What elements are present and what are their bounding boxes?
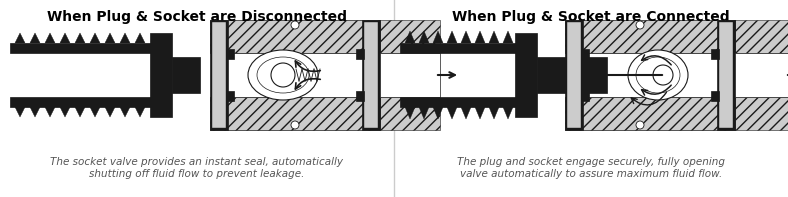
- FancyBboxPatch shape: [150, 33, 172, 117]
- Ellipse shape: [636, 57, 680, 93]
- Circle shape: [653, 65, 673, 85]
- FancyBboxPatch shape: [400, 43, 530, 53]
- Polygon shape: [75, 107, 85, 117]
- Polygon shape: [15, 33, 25, 43]
- FancyBboxPatch shape: [362, 20, 380, 130]
- FancyBboxPatch shape: [735, 53, 788, 97]
- FancyBboxPatch shape: [210, 20, 228, 130]
- FancyBboxPatch shape: [380, 20, 440, 53]
- Polygon shape: [419, 107, 429, 119]
- Polygon shape: [461, 107, 471, 119]
- Circle shape: [271, 63, 295, 87]
- Polygon shape: [90, 107, 100, 117]
- Polygon shape: [489, 107, 499, 119]
- Text: When Plug & Socket are Disconnected: When Plug & Socket are Disconnected: [47, 10, 347, 24]
- Text: valve automatically to assure maximum fluid flow.: valve automatically to assure maximum fl…: [460, 169, 722, 179]
- Circle shape: [636, 121, 644, 129]
- FancyBboxPatch shape: [581, 91, 589, 101]
- FancyBboxPatch shape: [711, 91, 719, 101]
- Text: The plug and socket engage securely, fully opening: The plug and socket engage securely, ful…: [457, 157, 725, 167]
- Circle shape: [636, 21, 644, 29]
- Polygon shape: [433, 107, 443, 119]
- Circle shape: [291, 21, 299, 29]
- FancyBboxPatch shape: [364, 22, 378, 128]
- FancyBboxPatch shape: [735, 20, 788, 53]
- Polygon shape: [120, 107, 130, 117]
- Polygon shape: [30, 107, 40, 117]
- Polygon shape: [461, 31, 471, 43]
- FancyBboxPatch shape: [380, 97, 440, 130]
- Polygon shape: [475, 107, 485, 119]
- Polygon shape: [90, 33, 100, 43]
- FancyBboxPatch shape: [581, 49, 589, 59]
- Text: The socket valve provides an instant seal, automatically: The socket valve provides an instant sea…: [50, 157, 344, 167]
- FancyBboxPatch shape: [719, 22, 733, 128]
- FancyBboxPatch shape: [565, 20, 583, 130]
- Polygon shape: [447, 31, 457, 43]
- Polygon shape: [475, 31, 485, 43]
- Polygon shape: [433, 31, 443, 43]
- FancyBboxPatch shape: [565, 97, 735, 130]
- Text: When Plug & Socket are Connected: When Plug & Socket are Connected: [452, 10, 730, 24]
- FancyBboxPatch shape: [172, 57, 200, 93]
- FancyBboxPatch shape: [567, 22, 581, 128]
- FancyBboxPatch shape: [228, 53, 362, 97]
- FancyBboxPatch shape: [356, 91, 364, 101]
- FancyBboxPatch shape: [10, 97, 165, 107]
- FancyBboxPatch shape: [735, 97, 788, 130]
- FancyBboxPatch shape: [515, 33, 537, 117]
- FancyBboxPatch shape: [356, 49, 364, 59]
- Polygon shape: [405, 107, 415, 119]
- Polygon shape: [105, 33, 115, 43]
- Polygon shape: [419, 31, 429, 43]
- Polygon shape: [503, 107, 513, 119]
- FancyBboxPatch shape: [10, 43, 165, 53]
- Ellipse shape: [628, 50, 688, 100]
- Polygon shape: [45, 33, 55, 43]
- Circle shape: [291, 121, 299, 129]
- FancyBboxPatch shape: [10, 53, 165, 97]
- Polygon shape: [447, 107, 457, 119]
- Polygon shape: [120, 33, 130, 43]
- Polygon shape: [489, 31, 499, 43]
- Polygon shape: [15, 107, 25, 117]
- Polygon shape: [60, 107, 70, 117]
- FancyBboxPatch shape: [226, 49, 234, 59]
- Ellipse shape: [257, 57, 309, 93]
- Polygon shape: [135, 33, 145, 43]
- Polygon shape: [45, 107, 55, 117]
- FancyBboxPatch shape: [537, 57, 607, 93]
- FancyBboxPatch shape: [711, 49, 719, 59]
- FancyBboxPatch shape: [212, 22, 226, 128]
- Polygon shape: [135, 107, 145, 117]
- FancyBboxPatch shape: [400, 53, 530, 97]
- Polygon shape: [405, 31, 415, 43]
- Ellipse shape: [248, 50, 318, 100]
- FancyBboxPatch shape: [565, 20, 735, 53]
- Polygon shape: [105, 107, 115, 117]
- Polygon shape: [75, 33, 85, 43]
- FancyBboxPatch shape: [210, 97, 380, 130]
- FancyBboxPatch shape: [210, 20, 380, 53]
- Text: shutting off fluid flow to prevent leakage.: shutting off fluid flow to prevent leaka…: [89, 169, 305, 179]
- FancyBboxPatch shape: [583, 53, 717, 97]
- Polygon shape: [503, 31, 513, 43]
- FancyBboxPatch shape: [717, 20, 735, 130]
- Polygon shape: [30, 33, 40, 43]
- Polygon shape: [60, 33, 70, 43]
- FancyBboxPatch shape: [400, 97, 530, 107]
- FancyBboxPatch shape: [226, 91, 234, 101]
- FancyBboxPatch shape: [380, 53, 440, 97]
